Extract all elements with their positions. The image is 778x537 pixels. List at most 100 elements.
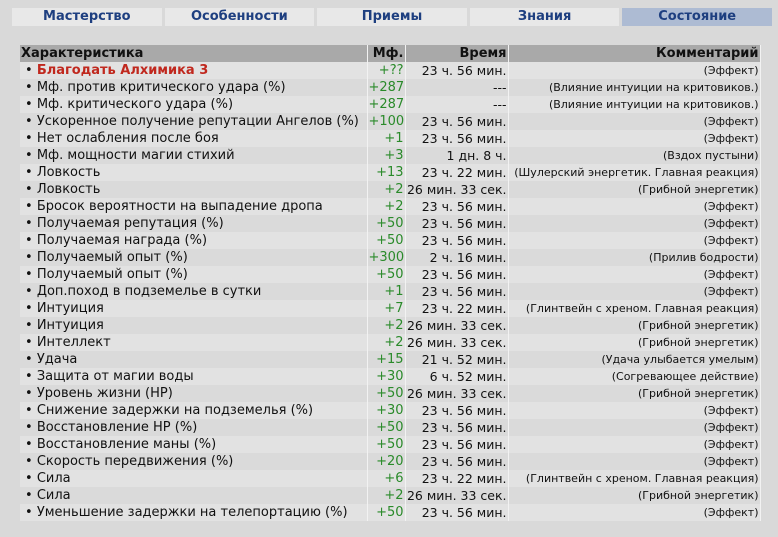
comment: (Грибной энергетик) <box>508 334 761 351</box>
modifier: +7 <box>367 300 406 317</box>
stat-cell: Интуиция <box>20 300 368 317</box>
stat-name: Благодать Алхимика 3 <box>36 63 209 78</box>
stat-name: Сила <box>36 471 71 486</box>
stat-cell: Удача <box>20 351 368 368</box>
stat-cell: Ловкость <box>20 181 368 198</box>
stat-row: Снижение задержки на подземелья (%) +3023… <box>20 402 761 419</box>
modifier: +3 <box>367 147 406 164</box>
stat-name: Сила <box>36 488 71 503</box>
stat-row: Сила +623 ч. 22 мин.(Глинтвейн с хреном. … <box>20 470 761 487</box>
stat-row: Доп.поход в подземелье в сутки +123 ч. 56… <box>20 283 761 300</box>
tab[interactable]: Мастерство <box>12 8 162 26</box>
duration: 26 мин. 33 сек. <box>405 385 509 402</box>
stat-name: Бросок вероятности на выпадение дропа <box>36 199 323 214</box>
comment: (Глинтвейн с хреном. Главная реакция) <box>508 470 761 487</box>
stat-cell: Нет ослабления после боя <box>20 130 368 147</box>
stat-cell: Восстановление маны (%) <box>20 436 368 453</box>
comment: (Грибной энергетик) <box>508 317 761 334</box>
comment: (Эффект) <box>508 283 761 300</box>
comment: (Шулерский энергетик. Главная реакция) <box>508 164 761 181</box>
stat-name: Ловкость <box>36 182 101 197</box>
modifier: +2 <box>367 487 406 504</box>
duration: 23 ч. 56 мин. <box>405 198 509 215</box>
duration: 23 ч. 56 мин. <box>405 504 509 521</box>
modifier: +20 <box>367 453 406 470</box>
comment: (Удача улыбается умелым) <box>508 351 761 368</box>
stat-row: Интуиция +723 ч. 22 мин.(Глинтвейн с хрен… <box>20 300 761 317</box>
modifier: +50 <box>367 504 406 521</box>
duration: 26 мин. 33 сек. <box>405 334 509 351</box>
modifier: +2 <box>367 317 406 334</box>
stat-name: Мф. критического удара (%) <box>36 97 234 112</box>
stat-name: Восстановление HP (%) <box>36 420 198 435</box>
stat-cell: Ускоренное получение репутации Ангелов (… <box>20 113 368 130</box>
comment: (Эффект) <box>508 266 761 283</box>
stat-cell: Скорость передвижения (%) <box>20 453 368 470</box>
tab[interactable]: Знания <box>469 8 620 26</box>
stat-cell: Благодать Алхимика 3 <box>20 62 368 79</box>
duration: 26 мин. 33 сек. <box>405 181 509 198</box>
modifier: +?? <box>367 62 406 79</box>
comment: (Влияние интуиции на критовиков.) <box>508 79 761 96</box>
comment: (Грибной энергетик) <box>508 487 761 504</box>
stat-name: Ускоренное получение репутации Ангелов (… <box>36 114 359 129</box>
stat-name: Восстановление маны (%) <box>36 437 217 452</box>
comment: (Эффект) <box>508 419 761 436</box>
duration: 2 ч. 16 мин. <box>405 249 509 266</box>
modifier: +1 <box>367 283 406 300</box>
comment: (Эффект) <box>508 198 761 215</box>
modifier: +13 <box>367 164 406 181</box>
stat-name: Получаемый опыт (%) <box>36 267 188 282</box>
stat-cell: Получаемый опыт (%) <box>20 249 368 266</box>
tab[interactable]: Состояние <box>622 8 772 26</box>
stat-name: Получаемая репутация (%) <box>36 216 224 231</box>
stat-cell: Мф. мощности магии стихий <box>20 147 368 164</box>
stat-row: Интуиция +226 мин. 33 сек.(Грибной энерге… <box>20 317 761 334</box>
modifier: +50 <box>367 266 406 283</box>
duration: 6 ч. 52 мин. <box>405 368 509 385</box>
modifier: +100 <box>367 113 406 130</box>
comment: (Согревающее действие) <box>508 368 761 385</box>
stat-name: Удача <box>36 352 78 367</box>
modifier: +50 <box>367 436 406 453</box>
modifier: +2 <box>367 181 406 198</box>
stat-name: Снижение задержки на подземелья (%) <box>36 403 314 418</box>
duration: 23 ч. 56 мин. <box>405 436 509 453</box>
tab[interactable]: Приемы <box>317 8 467 26</box>
comment: (Грибной энергетик) <box>508 385 761 402</box>
tab[interactable]: Особенности <box>164 8 315 26</box>
modifier: +287 <box>367 79 406 96</box>
modifier: +287 <box>367 96 406 113</box>
duration: 23 ч. 56 мин. <box>405 215 509 232</box>
duration: 23 ч. 22 мин. <box>405 300 509 317</box>
modifier: +50 <box>367 215 406 232</box>
stat-row: Нет ослабления после боя +123 ч. 56 мин.(… <box>20 130 761 147</box>
duration: 23 ч. 56 мин. <box>405 283 509 300</box>
stat-name: Нет ослабления после боя <box>36 131 219 146</box>
duration: 23 ч. 22 мин. <box>405 164 509 181</box>
stat-cell: Ловкость <box>20 164 368 181</box>
stat-cell: Сила <box>20 487 368 504</box>
stat-name: Защита от магии воды <box>36 369 194 384</box>
stat-name: Интуиция <box>36 301 104 316</box>
stat-name: Ловкость <box>36 165 101 180</box>
duration: 23 ч. 56 мин. <box>405 62 509 79</box>
modifier: +2 <box>367 334 406 351</box>
comment: (Эффект) <box>508 215 761 232</box>
duration: 26 мин. 33 сек. <box>405 487 509 504</box>
stat-row: Защита от магии воды +306 ч. 52 мин.(Согр… <box>20 368 761 385</box>
duration: 23 ч. 56 мин. <box>405 402 509 419</box>
duration: 23 ч. 56 мин. <box>405 453 509 470</box>
stat-cell: Восстановление HP (%) <box>20 419 368 436</box>
stat-name: Мф. против критического удара (%) <box>36 80 286 95</box>
comment: (Эффект) <box>508 453 761 470</box>
modifier: +50 <box>367 385 406 402</box>
comment: (Прилив бодрости) <box>508 249 761 266</box>
modifier: +6 <box>367 470 406 487</box>
